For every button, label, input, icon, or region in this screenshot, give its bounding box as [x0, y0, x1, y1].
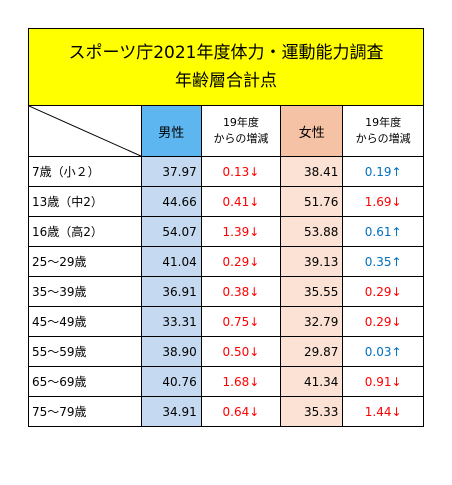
male-diff: 0.64↓ — [200, 396, 282, 427]
male-score: 41.04 — [140, 246, 202, 277]
age-group-label: 55～59歳 — [28, 336, 142, 367]
table-row: 75～79歳 34.91 0.64↓ 35.33 1.44↓ — [28, 396, 424, 427]
male-diff: 1.39↓ — [200, 216, 282, 247]
male-diff: 0.29↓ — [200, 246, 282, 277]
header-row: 男性 19年度 からの増減 女性 19年度 からの増減 — [28, 105, 424, 157]
header-female-diff-line1: 19年度 — [365, 116, 402, 129]
age-group-label: 16歳（高2） — [28, 216, 142, 247]
diagonal-header-cell — [28, 105, 142, 157]
female-score: 39.13 — [280, 246, 344, 277]
table-row: 65～69歳 40.76 1.68↓ 41.34 0.91↓ — [28, 366, 424, 397]
male-score: 54.07 — [140, 216, 202, 247]
title-line-2: 年齢層合計点 — [175, 71, 277, 91]
male-score: 38.90 — [140, 336, 202, 367]
male-score: 44.66 — [140, 186, 202, 217]
female-score: 41.34 — [280, 366, 344, 397]
female-score: 51.76 — [280, 186, 344, 217]
table-title: スポーツ庁2021年度体力・運動能力調査 年齢層合計点 — [28, 28, 424, 106]
male-score: 40.76 — [140, 366, 202, 397]
header-male-diff-line2: からの増減 — [213, 132, 269, 145]
male-diff: 0.75↓ — [200, 306, 282, 337]
title-line-1: スポーツ庁2021年度体力・運動能力調査 — [68, 43, 384, 63]
male-score: 34.91 — [140, 396, 202, 427]
fitness-score-table: スポーツ庁2021年度体力・運動能力調査 年齢層合計点 男性 19年度 からの増… — [28, 28, 424, 427]
male-diff: 0.50↓ — [200, 336, 282, 367]
header-female-diff-line2: からの増減 — [355, 132, 411, 145]
header-female: 女性 — [280, 105, 344, 157]
female-diff: 1.44↓ — [342, 396, 424, 427]
female-diff: 0.91↓ — [342, 366, 424, 397]
age-group-label: 7歳（小２） — [28, 156, 142, 187]
female-diff: 0.61↑ — [342, 216, 424, 247]
age-group-label: 25～29歳 — [28, 246, 142, 277]
table-row: 45～49歳 33.31 0.75↓ 32.79 0.29↓ — [28, 306, 424, 337]
female-diff: 0.19↑ — [342, 156, 424, 187]
female-score: 32.79 — [280, 306, 344, 337]
female-diff: 0.29↓ — [342, 306, 424, 337]
age-group-label: 13歳（中2） — [28, 186, 142, 217]
header-male-diff: 19年度 からの増減 — [200, 105, 282, 157]
male-diff: 0.13↓ — [200, 156, 282, 187]
header-female-diff: 19年度 からの増減 — [342, 105, 424, 157]
female-score: 38.41 — [280, 156, 344, 187]
table-row: 55～59歳 38.90 0.50↓ 29.87 0.03↑ — [28, 336, 424, 367]
female-diff: 0.29↓ — [342, 276, 424, 307]
header-male-diff-line1: 19年度 — [222, 116, 259, 129]
table-row: 13歳（中2） 44.66 0.41↓ 51.76 1.69↓ — [28, 186, 424, 217]
male-score: 36.91 — [140, 276, 202, 307]
age-group-label: 65～69歳 — [28, 366, 142, 397]
table-row: 35～39歳 36.91 0.38↓ 35.55 0.29↓ — [28, 276, 424, 307]
age-group-label: 45～49歳 — [28, 306, 142, 337]
male-diff: 0.41↓ — [200, 186, 282, 217]
female-score: 53.88 — [280, 216, 344, 247]
male-score: 37.97 — [140, 156, 202, 187]
female-diff: 0.03↑ — [342, 336, 424, 367]
female-score: 29.87 — [280, 336, 344, 367]
diagonal-line — [29, 106, 141, 156]
female-score: 35.55 — [280, 276, 344, 307]
male-diff: 0.38↓ — [200, 276, 282, 307]
table-row: 25～29歳 41.04 0.29↓ 39.13 0.35↑ — [28, 246, 424, 277]
table-row: 7歳（小２） 37.97 0.13↓ 38.41 0.19↑ — [28, 156, 424, 187]
female-diff: 1.69↓ — [342, 186, 424, 217]
male-diff: 1.68↓ — [200, 366, 282, 397]
header-male: 男性 — [140, 105, 202, 157]
male-score: 33.31 — [140, 306, 202, 337]
age-group-label: 75～79歳 — [28, 396, 142, 427]
female-diff: 0.35↑ — [342, 246, 424, 277]
table-row: 16歳（高2） 54.07 1.39↓ 53.88 0.61↑ — [28, 216, 424, 247]
age-group-label: 35～39歳 — [28, 276, 142, 307]
female-score: 35.33 — [280, 396, 344, 427]
